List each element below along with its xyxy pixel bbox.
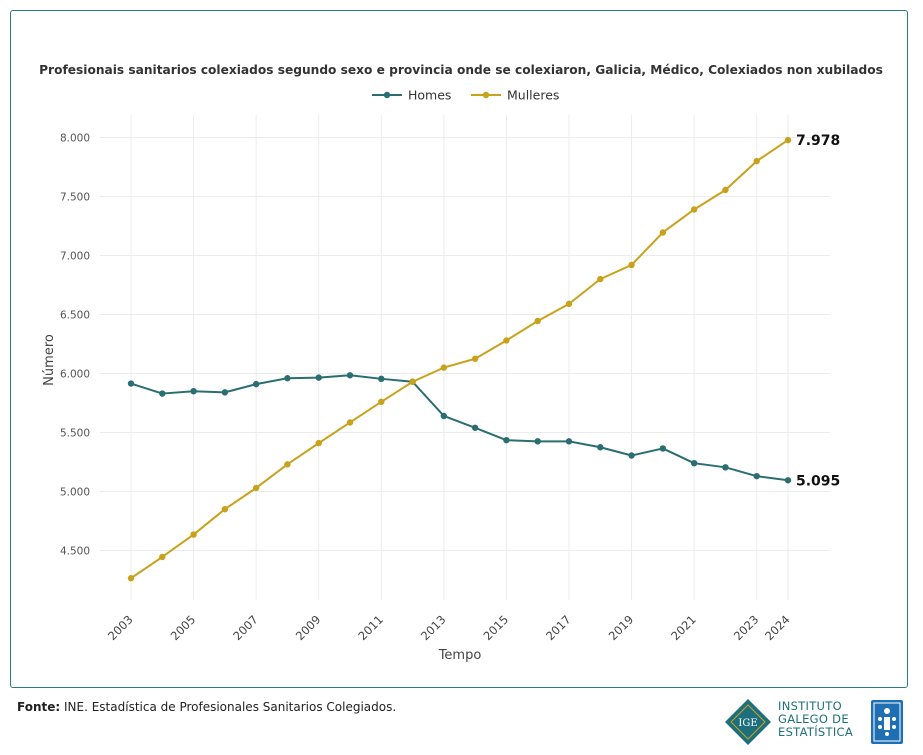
data-point xyxy=(659,445,667,452)
legend-label: Homes xyxy=(408,88,451,103)
legend-swatch-point xyxy=(383,91,391,99)
logo-line-3: ESTATÍSTICA xyxy=(778,725,854,739)
data-point xyxy=(690,206,698,213)
data-point xyxy=(190,388,197,395)
x-tick-label: 2007 xyxy=(230,612,261,643)
series-homes: 5.095 xyxy=(127,372,840,489)
x-axis-label: Tempo xyxy=(438,648,482,663)
x-tick-label: 2005 xyxy=(168,612,199,643)
y-tick-label: 6.000 xyxy=(60,369,90,381)
data-point xyxy=(722,186,729,194)
data-point xyxy=(315,439,322,447)
chart-title: Profesionais sanitarios colexiados segun… xyxy=(39,63,883,77)
y-tick-label: 8.000 xyxy=(60,133,90,145)
data-point xyxy=(378,375,385,383)
x-tick-label: 2017 xyxy=(543,612,574,643)
data-point xyxy=(565,300,573,308)
y-tick-label: 5.500 xyxy=(60,428,90,440)
x-tick-label: 2009 xyxy=(293,612,324,643)
legend-item-mulleres[interactable]: Mulleres xyxy=(471,88,559,103)
y-tick-label: 6.500 xyxy=(60,310,90,322)
data-point xyxy=(378,398,385,406)
data-point xyxy=(534,438,541,445)
chart-legend: Homes Mulleres xyxy=(372,88,559,103)
data-point xyxy=(597,275,604,283)
data-point xyxy=(409,378,416,385)
data-point xyxy=(534,317,541,325)
data-point xyxy=(315,374,322,381)
end-value-label: 7.978 xyxy=(796,133,840,149)
y-tick-label: 4.500 xyxy=(60,546,90,558)
data-point xyxy=(221,389,229,396)
chart-frame xyxy=(10,10,908,688)
x-tick-label: 2003 xyxy=(105,612,136,643)
data-point xyxy=(127,575,135,582)
data-point xyxy=(440,412,448,420)
x-tick-label: 2021 xyxy=(668,612,699,643)
data-point xyxy=(628,261,635,269)
data-point xyxy=(159,553,166,561)
x-tick-label: 2019 xyxy=(606,612,637,643)
legend-label: Mulleres xyxy=(507,88,559,103)
y-tick-label: 7.000 xyxy=(60,251,90,263)
data-point xyxy=(127,380,135,387)
logo-line-2: GALEGO DE xyxy=(778,712,849,726)
x-tick-label: 2023 xyxy=(731,612,762,643)
data-point xyxy=(471,355,479,362)
ige-logo-text: INSTITUTO GALEGO DE ESTATÍSTICA xyxy=(778,700,853,739)
y-tick-label: 5.000 xyxy=(60,487,90,499)
source-text: INE. Estadística de Profesionales Sanita… xyxy=(64,700,397,714)
data-point xyxy=(284,461,291,468)
data-point xyxy=(503,436,510,444)
legend-item-homes[interactable]: Homes xyxy=(372,88,451,103)
logo-line-1: INSTITUTO xyxy=(778,699,842,713)
data-point xyxy=(784,136,792,144)
data-point xyxy=(346,419,354,426)
ige-mark: IGE xyxy=(738,718,757,729)
x-tick-label: 2011 xyxy=(355,612,386,643)
data-point xyxy=(722,464,729,471)
data-point xyxy=(159,390,166,397)
data-point xyxy=(190,531,197,538)
data-point xyxy=(784,477,792,484)
data-point xyxy=(252,484,260,492)
ige-diamond-icon: IGE xyxy=(725,699,771,745)
data-point xyxy=(690,459,698,467)
line-chart: Profesionais sanitarios colexiados segun… xyxy=(39,63,883,663)
legend-swatch-point xyxy=(482,91,490,99)
data-point xyxy=(503,337,510,344)
data-point xyxy=(659,229,667,236)
xunta-shield-icon xyxy=(871,700,903,744)
y-axis-ticks: 4.500 5.000 5.500 6.000 6.500 7.000 7.500 8.000 xyxy=(60,133,90,558)
data-point xyxy=(471,424,479,431)
data-point xyxy=(565,438,573,445)
data-point xyxy=(346,372,354,379)
source-note: Fonte: INE. Estadística de Profesionales… xyxy=(17,700,396,714)
series-line xyxy=(130,374,789,482)
x-tick-label: 2013 xyxy=(418,612,449,643)
series-line xyxy=(130,139,789,580)
data-point xyxy=(628,452,635,459)
series-lines: 5.095 7.978 xyxy=(127,133,840,582)
ige-logo: IGE INSTITUTO GALEGO DE ESTATÍSTICA xyxy=(722,697,912,747)
data-point xyxy=(221,506,229,513)
source-label: Fonte: xyxy=(17,700,61,714)
x-axis-ticks: 2003 2005 2007 2009 2011 2013 2015 2017 2019 2021… xyxy=(105,612,793,643)
x-tick-label: 2024 xyxy=(762,612,793,643)
data-point xyxy=(252,380,260,388)
y-axis-label: Número xyxy=(42,334,57,386)
data-point xyxy=(440,364,448,371)
end-value-label: 5.095 xyxy=(796,473,840,489)
y-tick-label: 7.500 xyxy=(60,192,90,204)
data-point xyxy=(753,157,760,165)
grid-lines xyxy=(100,115,830,600)
data-point xyxy=(597,444,604,451)
data-point xyxy=(284,375,291,382)
series-mulleres: 7.978 xyxy=(127,133,840,582)
x-tick-label: 2015 xyxy=(481,612,512,643)
data-point xyxy=(753,472,760,480)
